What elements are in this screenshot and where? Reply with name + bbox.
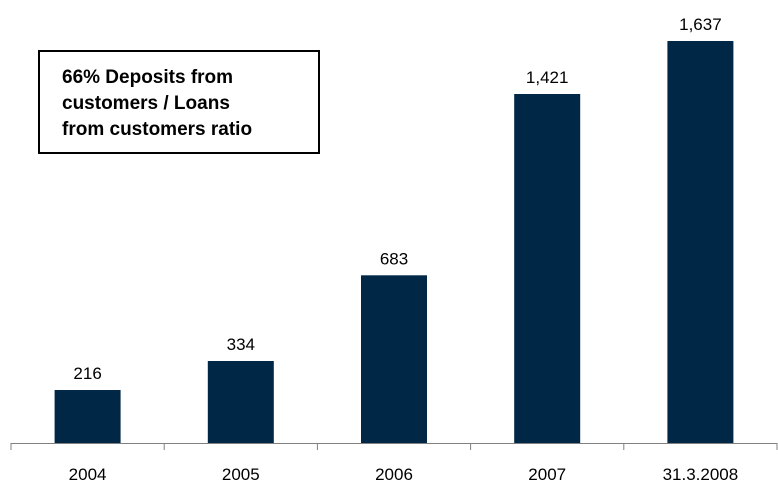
- bar-2006: [361, 275, 427, 443]
- bar-value-label: 1,637: [679, 15, 722, 34]
- x-tick-label: 2007: [528, 465, 566, 484]
- callout-line-2: customers / Loans: [62, 93, 230, 114]
- bar-value-label: 216: [73, 364, 101, 383]
- bar-2004: [54, 390, 121, 443]
- x-tick-label: 2005: [222, 465, 260, 484]
- bar-value-label: 334: [227, 335, 255, 354]
- value-labels-layer: 216 334 683 1,421 1,637: [73, 15, 721, 383]
- x-tick-label: 31.3.2008: [663, 465, 739, 484]
- callout-line-3: from customers ratio: [62, 119, 253, 140]
- bar-2005: [207, 361, 274, 443]
- bar-2007: [514, 94, 581, 443]
- ratio-callout-box: 66% Deposits from customers / Loans from…: [38, 50, 320, 154]
- bar-31-3-2008: [667, 41, 734, 443]
- callout-line-1: 66% Deposits from: [62, 67, 234, 88]
- bars-layer: [54, 41, 734, 443]
- x-axis: [10, 443, 778, 450]
- bar-value-label: 683: [380, 249, 408, 268]
- bar-value-label: 1,421: [526, 68, 569, 87]
- x-tick-label: 2004: [69, 465, 107, 484]
- x-tick-labels: 2004 2005 2006 2007 31.3.2008: [69, 465, 739, 484]
- x-tick-label: 2006: [375, 465, 413, 484]
